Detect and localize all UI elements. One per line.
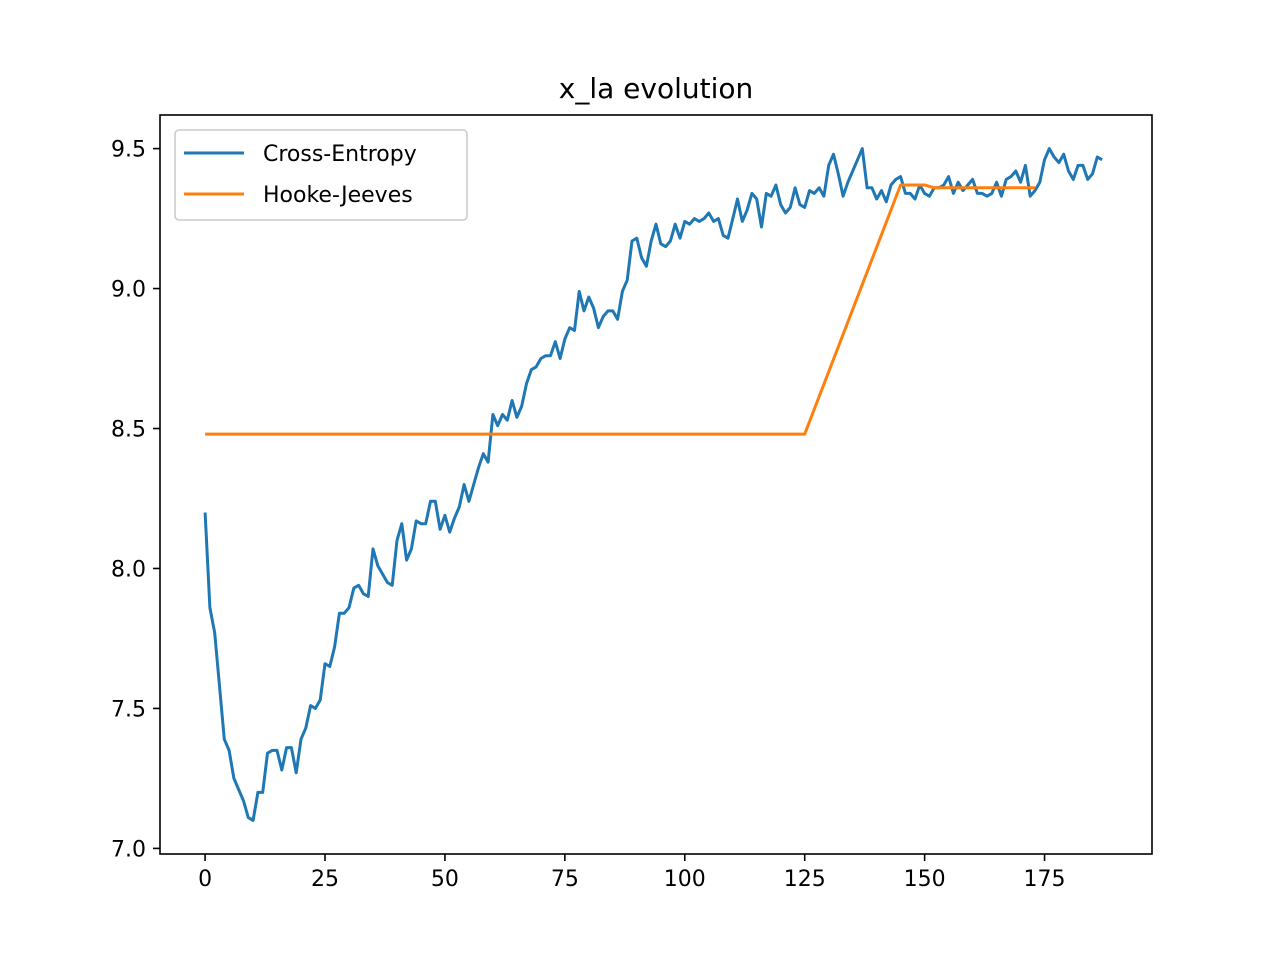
- legend-label-hooke-jeeves: Hooke-Jeeves: [263, 183, 413, 208]
- legend-box: [174, 129, 468, 221]
- y-tick-label: 7.5: [111, 697, 146, 722]
- y-tick-label: 7.0: [111, 837, 146, 862]
- legend: Cross-Entropy Hooke-Jeeves: [174, 129, 468, 221]
- y-tick-label: 8.0: [111, 557, 146, 582]
- legend-label-cross-entropy: Cross-Entropy: [263, 142, 417, 167]
- x-tick-label: 150: [904, 867, 946, 892]
- chart-title: x_la evolution: [559, 72, 754, 105]
- x-axis: 0 25 50 75 100 125 150 175: [198, 854, 1066, 892]
- x-tick-label: 175: [1024, 867, 1066, 892]
- y-tick-label: 8.5: [111, 418, 146, 443]
- y-axis: 7.0 7.5 8.0 8.5 9.0 9.5: [111, 138, 160, 862]
- plot-lines: [203, 147, 1103, 822]
- x-tick-label: 100: [664, 867, 706, 892]
- x-tick-label: 25: [311, 867, 339, 892]
- x-tick-label: 50: [431, 867, 459, 892]
- x-tick-label: 0: [198, 867, 212, 892]
- y-tick-label: 9.0: [111, 278, 146, 303]
- y-tick-label: 9.5: [111, 138, 146, 163]
- series-line-hooke-jeeves: [205, 183, 1035, 436]
- series-line-cross-entropy: [203, 147, 1103, 822]
- x-tick-label: 125: [784, 867, 826, 892]
- plot-frame: [159, 114, 1153, 855]
- x-tick-label: 75: [551, 867, 579, 892]
